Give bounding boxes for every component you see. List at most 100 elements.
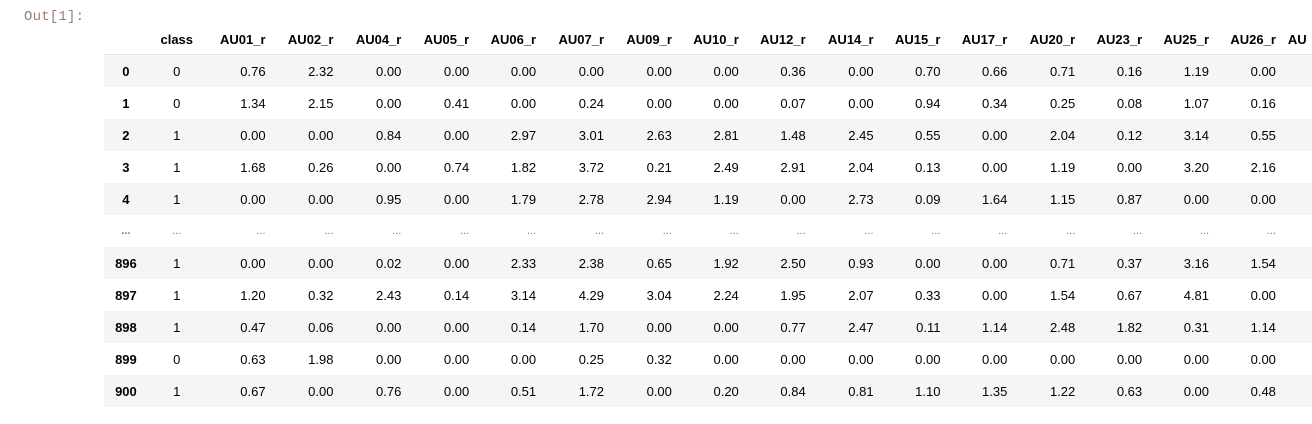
table-cell: 2.33 (510, 255, 537, 271)
table-cell: 1.79 (510, 191, 537, 207)
table-cell: 0.00 (240, 255, 266, 271)
column-header: AU09_r (610, 24, 678, 55)
table-cell: 0.00 (982, 127, 1008, 143)
table-cell: 1.64 (982, 191, 1008, 207)
table-cell (1282, 119, 1312, 151)
table-cell: 0.00 (1183, 351, 1210, 367)
table-cell: 1.22 (1049, 383, 1076, 399)
table-cell: 0.31 (1183, 319, 1210, 335)
table-cell: 1 (173, 383, 181, 399)
table-cell: 0.00 (848, 95, 874, 111)
table-cell (1282, 55, 1312, 88)
table-cell: 1 (173, 159, 181, 175)
table-cell: 0.65 (646, 255, 672, 271)
table-cell: 0.00 (646, 63, 672, 79)
table-cell (1282, 247, 1312, 279)
dataframe-output: class AU01_r AU02_r AU04_r AU05_r AU06_r AU07_… (104, 24, 1312, 407)
table-row: 898 1 0.47 0.06 0.00 0.00 0.14 1.70 0.00 0.00 0.77… (104, 311, 1312, 343)
table-cell: 0.94 (915, 95, 941, 111)
table-cell: 3.14 (1183, 127, 1210, 143)
table-cell: 0.26 (308, 159, 334, 175)
table-cell: 0.20 (713, 383, 739, 399)
table-cell (1282, 375, 1312, 407)
table-cell: 1.70 (578, 319, 605, 335)
table-cell: 0.70 (915, 63, 941, 79)
column-header: AU10_r (677, 24, 745, 55)
table-cell: 0.00 (780, 351, 806, 367)
table-cell: 1.95 (780, 287, 806, 303)
table-cell: 0.00 (915, 351, 941, 367)
table-cell: ... (1132, 225, 1143, 237)
table-cell (1282, 311, 1312, 343)
table-cell: 0.00 (982, 159, 1008, 175)
row-index: 900 (115, 383, 137, 399)
table-cell: 0.34 (982, 95, 1008, 111)
table-cell: 0.32 (646, 351, 672, 367)
table-cell: 0.00 (240, 127, 266, 143)
table-cell: ... (594, 225, 605, 237)
table-cell: 0.55 (1250, 127, 1276, 143)
table-cell: 0.63 (1116, 383, 1143, 399)
table-cell: 1.72 (578, 383, 605, 399)
table-cell: 1.19 (1183, 63, 1210, 79)
table-cell: 2.32 (308, 63, 334, 79)
table-cell: 2.73 (848, 191, 874, 207)
table-cell: 0.51 (510, 383, 537, 399)
row-index: 897 (115, 287, 137, 303)
table-cell: 0.00 (376, 351, 402, 367)
table-cell: 2.49 (713, 159, 739, 175)
column-header: AU07_r (542, 24, 611, 55)
table-cell: 0.00 (1183, 383, 1210, 399)
table-cell: 0.00 (1049, 351, 1076, 367)
table-cell: 2.04 (848, 159, 874, 175)
table-cell: 0.00 (308, 191, 334, 207)
table-cell: 0.00 (376, 95, 402, 111)
table-cell: 0.55 (915, 127, 941, 143)
table-cell: 4.81 (1183, 287, 1210, 303)
column-header: AU05_r (407, 24, 476, 55)
table-cell (1282, 343, 1312, 375)
table-cell: 0.25 (1049, 95, 1076, 111)
table-cell: 0.00 (1116, 159, 1143, 175)
table-cell: 0.00 (1183, 191, 1210, 207)
table-cell: 0.00 (376, 159, 402, 175)
table-cell: ... (662, 225, 672, 237)
table-cell: 0.84 (780, 383, 806, 399)
table-cell: 0.00 (982, 351, 1008, 367)
table-cell: ... (460, 225, 470, 237)
table-cell: 0.00 (713, 95, 739, 111)
table-cell: 2.47 (848, 319, 874, 335)
table-cell: 0.00 (443, 63, 470, 79)
table-cell: 1 (173, 191, 181, 207)
table-cell: 0.16 (1116, 63, 1143, 79)
table-cell: 0.00 (240, 191, 266, 207)
table-cell: 1 (173, 255, 181, 271)
table-cell: 0.36 (780, 63, 806, 79)
table-cell: 2.07 (848, 287, 874, 303)
table-cell: 2.43 (376, 287, 402, 303)
table-cell: 3.01 (578, 127, 605, 143)
table-cell: 0.00 (376, 63, 402, 79)
table-cell: 0.84 (376, 127, 402, 143)
table-cell: ... (729, 225, 739, 237)
table-cell: 0.00 (848, 351, 874, 367)
table-cell: 0.00 (308, 383, 334, 399)
column-header: AU26_r (1215, 24, 1282, 55)
table-cell: 0.00 (443, 191, 470, 207)
table-cell: 0.00 (1250, 191, 1276, 207)
dataframe-table: class AU01_r AU02_r AU04_r AU05_r AU06_r AU07_… (104, 24, 1312, 407)
table-cell: 1.14 (982, 319, 1008, 335)
table-cell: 0.00 (443, 319, 470, 335)
table-header-row: class AU01_r AU02_r AU04_r AU05_r AU06_r AU07_… (104, 24, 1312, 55)
column-header: AU02_r (271, 24, 340, 55)
table-cell: 0.76 (376, 383, 402, 399)
table-cell: 0.00 (1250, 287, 1276, 303)
table-cell: 1 (173, 127, 181, 143)
table-row: 3 1 1.68 0.26 0.00 0.74 1.82 3.72 0.21 2.49 2.91 2.… (104, 151, 1312, 183)
table-cell: 0.00 (510, 63, 537, 79)
table-cell: 0.11 (916, 319, 941, 335)
table-cell: 1.54 (1049, 287, 1076, 303)
table-row: 896 1 0.00 0.00 0.02 0.00 2.33 2.38 0.65 1.92 2.50… (104, 247, 1312, 279)
table-cell: 0.08 (1116, 95, 1143, 111)
table-cell: 0.00 (713, 319, 739, 335)
